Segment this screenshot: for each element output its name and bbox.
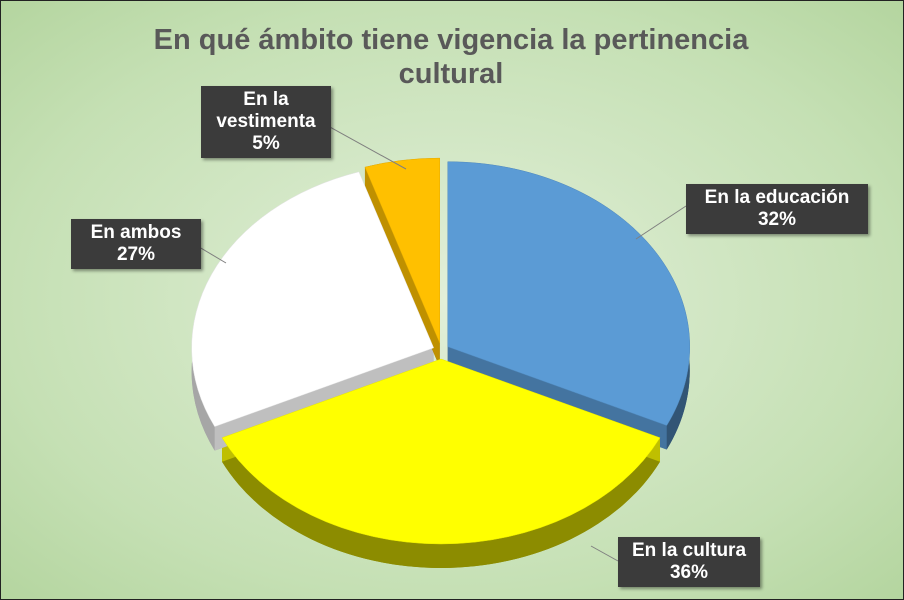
value-label: 32%	[757, 209, 797, 230]
leader-line	[590, 545, 619, 562]
value-label: 5%	[252, 133, 280, 154]
leader-line	[635, 205, 687, 240]
slice-wall	[222, 437, 660, 568]
category-label: En la cultura	[631, 540, 747, 561]
slice	[447, 161, 690, 426]
chart-title: En qué ámbito tiene vigencia la pertinen…	[153, 24, 749, 90]
category-label: En la vestimenta	[216, 89, 316, 132]
slice	[364, 157, 440, 344]
value-label: 36%	[669, 562, 709, 583]
leader-line	[318, 120, 407, 170]
data-label: En la educación 32%	[686, 184, 868, 234]
pie-tops	[191, 157, 690, 545]
data-label: En la vestimenta 5%	[201, 86, 331, 158]
category-label: En la educación	[704, 187, 850, 208]
value-label: 27%	[116, 244, 156, 265]
slice	[191, 171, 434, 427]
data-label: En ambos 27%	[71, 219, 201, 269]
data-label: En la cultura 36%	[618, 537, 760, 587]
category-label: En ambos	[90, 222, 182, 243]
slice-cut	[364, 167, 440, 368]
slice	[221, 358, 661, 545]
